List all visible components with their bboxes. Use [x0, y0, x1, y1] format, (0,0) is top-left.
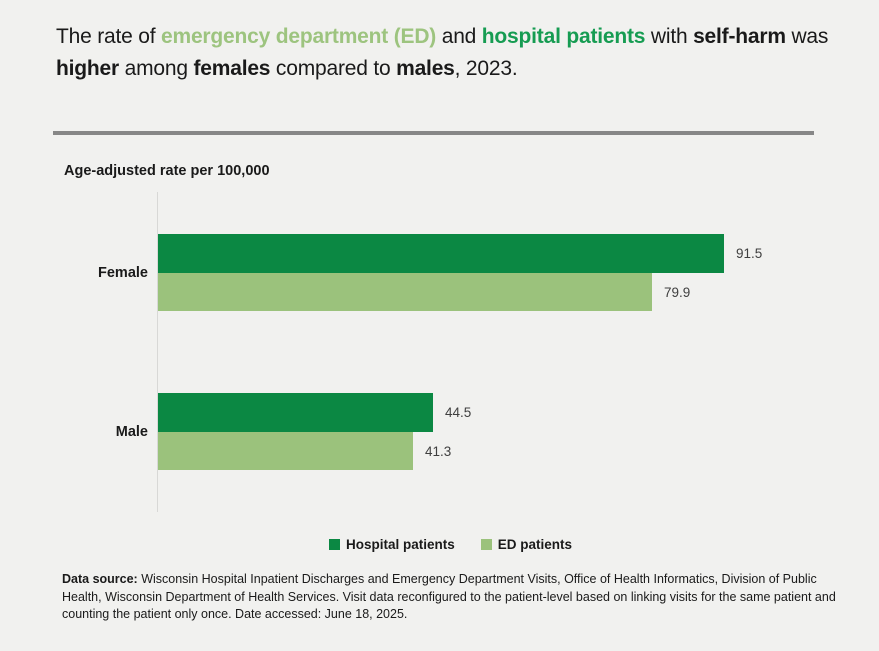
legend-item: Hospital patients	[328, 537, 455, 552]
text-segment: Data source:	[62, 572, 138, 586]
text-segment: emergency department (ED)	[161, 25, 437, 48]
bar-row: 79.9	[158, 273, 838, 311]
bar-group-male: Male 44.5 41.3	[116, 393, 838, 470]
bar-group-female: Female 91.5 79.9	[98, 234, 838, 311]
text-segment: Wisconsin Hospital Inpatient Discharges …	[62, 572, 836, 621]
chart-title: The rate of emergency department (ED) an…	[56, 21, 861, 85]
divider	[53, 131, 814, 135]
bar-female-ed	[158, 273, 652, 311]
text-segment: higher	[56, 57, 119, 80]
category-label: Female	[98, 264, 148, 281]
text-segment: The rate of	[56, 25, 161, 48]
text-segment: and	[436, 25, 482, 48]
text-segment: among	[118, 57, 194, 80]
bar-row: 91.5	[158, 234, 838, 273]
data-source-note: Data source: Wisconsin Hospital Inpatien…	[62, 571, 852, 624]
legend-swatch-icon	[328, 539, 340, 550]
text-segment: hospital patients	[481, 25, 646, 48]
text-segment: was	[785, 25, 829, 48]
text-segment: , 2023.	[454, 57, 518, 80]
bar-row: 41.3	[158, 432, 838, 470]
text-segment: males	[396, 57, 455, 80]
legend-label: ED patients	[497, 537, 573, 552]
bar-row: 44.5	[158, 393, 838, 432]
value-label: 41.3	[425, 443, 452, 459]
bar-female-hospital	[158, 234, 724, 273]
plot-area: Female 91.5 79.9 Male 44.5 41.3	[98, 192, 838, 512]
legend-swatch-icon	[480, 539, 492, 550]
text-segment: females	[193, 57, 271, 80]
axis-title: Age-adjusted rate per 100,000	[64, 163, 270, 179]
value-label: 44.5	[445, 405, 472, 420]
value-label: 91.5	[736, 246, 763, 261]
value-label: 79.9	[664, 284, 691, 300]
legend-label: Hospital patients	[345, 537, 455, 552]
text-segment: with	[645, 25, 694, 48]
text-segment: self-harm	[693, 25, 786, 48]
legend-item: ED patients	[480, 537, 573, 552]
legend: Hospital patients ED patients	[11, 537, 879, 552]
bar-male-hospital	[158, 393, 433, 432]
text-segment: compared to	[270, 57, 397, 80]
category-label: Male	[115, 423, 148, 440]
bar-male-ed	[158, 432, 413, 470]
